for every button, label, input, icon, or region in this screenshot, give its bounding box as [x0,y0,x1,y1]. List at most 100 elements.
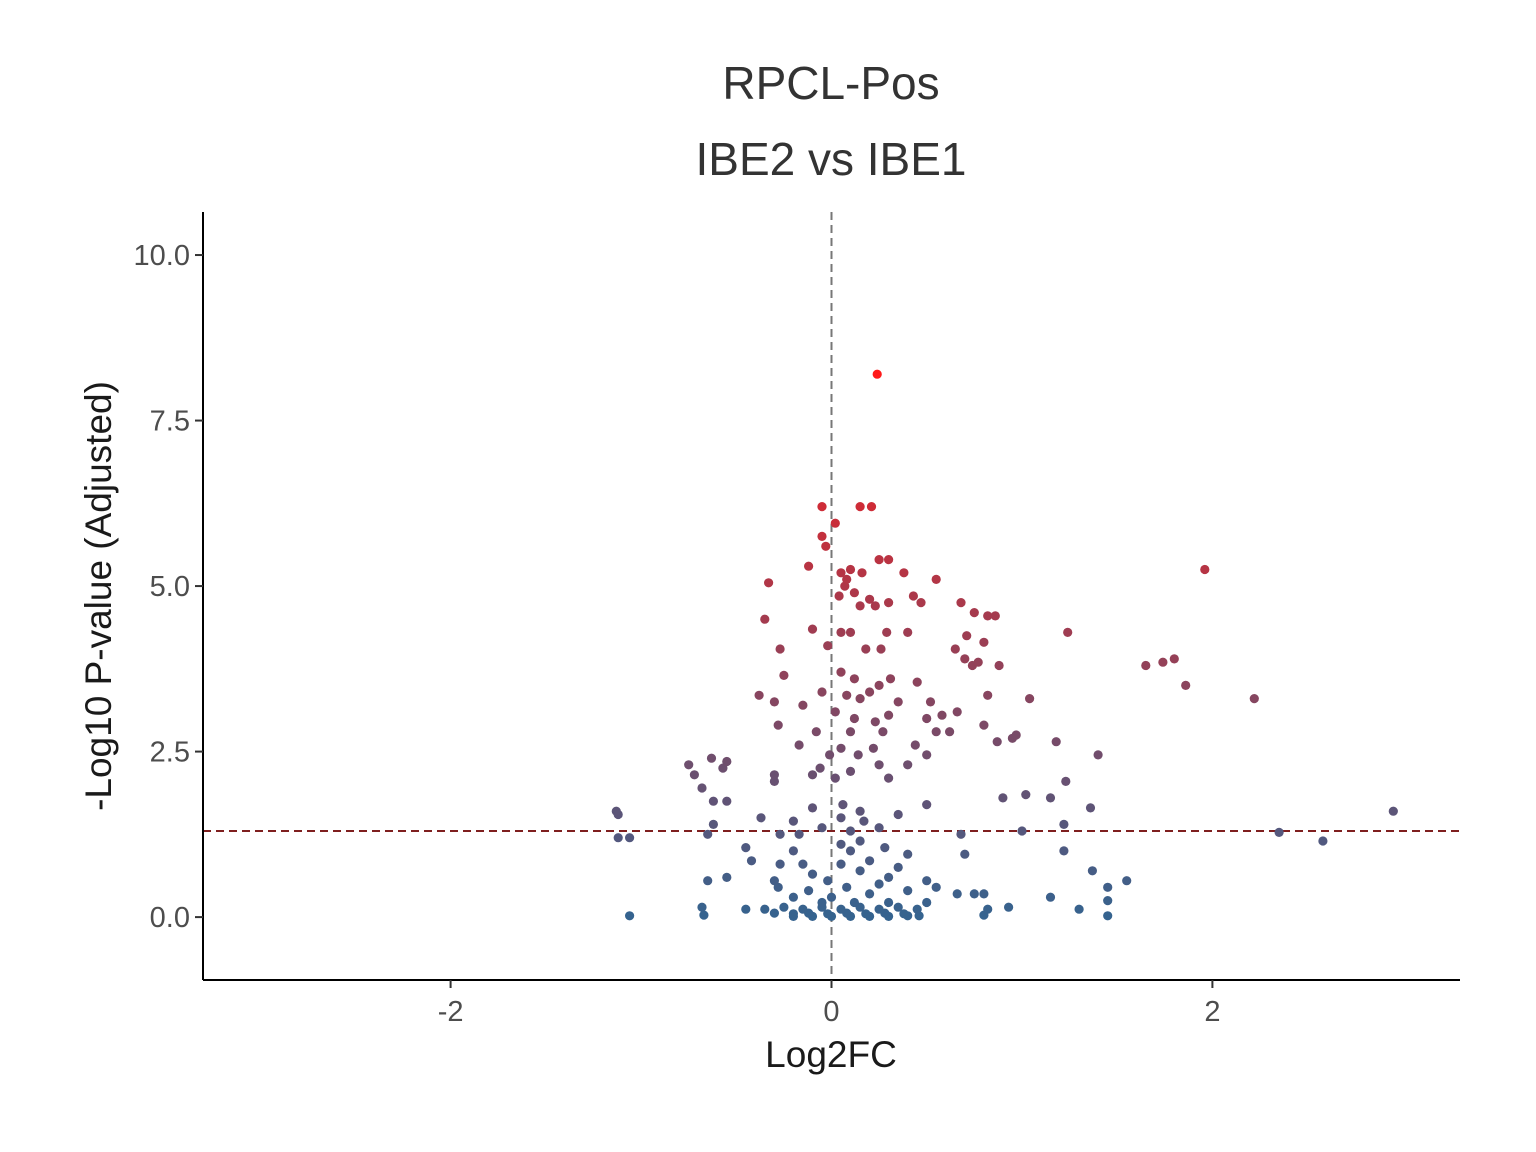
data-point [689,770,700,780]
data-point [931,882,941,892]
data-point [788,909,799,919]
data-point [969,889,979,899]
data-point [769,770,780,780]
data-point [836,813,846,823]
data-point [756,813,766,823]
data-point [741,904,751,914]
data-point [754,690,764,700]
data-point [760,614,770,624]
data-point [722,756,732,767]
data-point [1103,911,1113,921]
data-point [865,889,875,899]
data-point [855,806,865,816]
data-point [880,843,890,853]
data-point [684,760,694,770]
data-point [708,796,719,806]
data-point [922,897,932,908]
data-point [845,766,856,777]
data-point [697,902,707,912]
data-point [794,829,804,839]
data-point [775,829,785,839]
data-point [788,816,799,826]
data-point [611,806,621,816]
data-point [836,859,846,869]
x-tick-label: -2 [438,996,464,1028]
data-point [865,687,875,697]
data-point [788,892,799,902]
data-point [798,700,808,710]
data-point [1085,803,1096,813]
data-point [836,627,846,638]
data-point [697,783,707,793]
data-point [845,846,856,856]
data-point [874,555,884,565]
chart-title: RPCL-Pos [722,57,940,109]
data-point [952,707,962,717]
data-point [625,833,635,843]
data-point [823,876,833,886]
data-point [830,773,840,783]
data-point [910,740,920,750]
data-point [899,909,909,919]
data-point [1200,564,1210,575]
data-point [1122,876,1132,886]
data-point [874,760,884,770]
data-point [925,697,936,707]
data-point [922,750,932,760]
data-point [1025,694,1035,704]
data-point [1011,730,1021,740]
data-point [811,727,821,737]
data-point [903,627,913,638]
data-point [893,862,903,873]
data-point [992,737,1002,747]
data-point [861,644,871,654]
data-point [845,826,856,836]
data-point [1093,750,1103,760]
data-point [1141,660,1151,671]
data-point [769,876,780,886]
data-point [722,796,732,806]
data-point [842,574,852,585]
data-point [849,588,860,598]
data-point [838,800,848,810]
data-point [979,637,989,647]
data-point [836,667,846,677]
data-point [1059,846,1069,856]
data-point [956,829,966,839]
data-point [884,897,894,908]
data-point [1158,657,1168,667]
data-point [973,657,983,667]
data-point [798,904,808,914]
data-point [960,849,970,859]
data-point [625,911,635,921]
data-point [956,598,966,608]
data-point [1061,776,1071,787]
data-point [807,624,818,634]
data-point [817,502,827,512]
data-point [855,836,865,846]
data-point [882,627,892,638]
data-point [836,743,846,753]
data-point [821,541,831,551]
data-point [893,809,903,820]
x-axis-title: Log2FC [765,1034,897,1075]
data-point [950,644,960,654]
data-point [825,750,835,760]
x-tick-label: 2 [1204,996,1220,1028]
data-point [870,717,880,727]
data-point [773,720,783,730]
data-point [613,833,623,843]
data-point [817,823,827,833]
data-point [969,608,979,618]
data-point [807,803,818,813]
data-point [775,644,785,654]
data-point [874,904,884,914]
data-point [922,800,932,810]
x-tick-label: 0 [823,996,839,1028]
data-point [960,654,970,664]
data-point [884,710,894,720]
data-point [990,611,1000,621]
data-point [760,904,770,914]
data-point [885,674,896,684]
data-point [1249,694,1259,704]
